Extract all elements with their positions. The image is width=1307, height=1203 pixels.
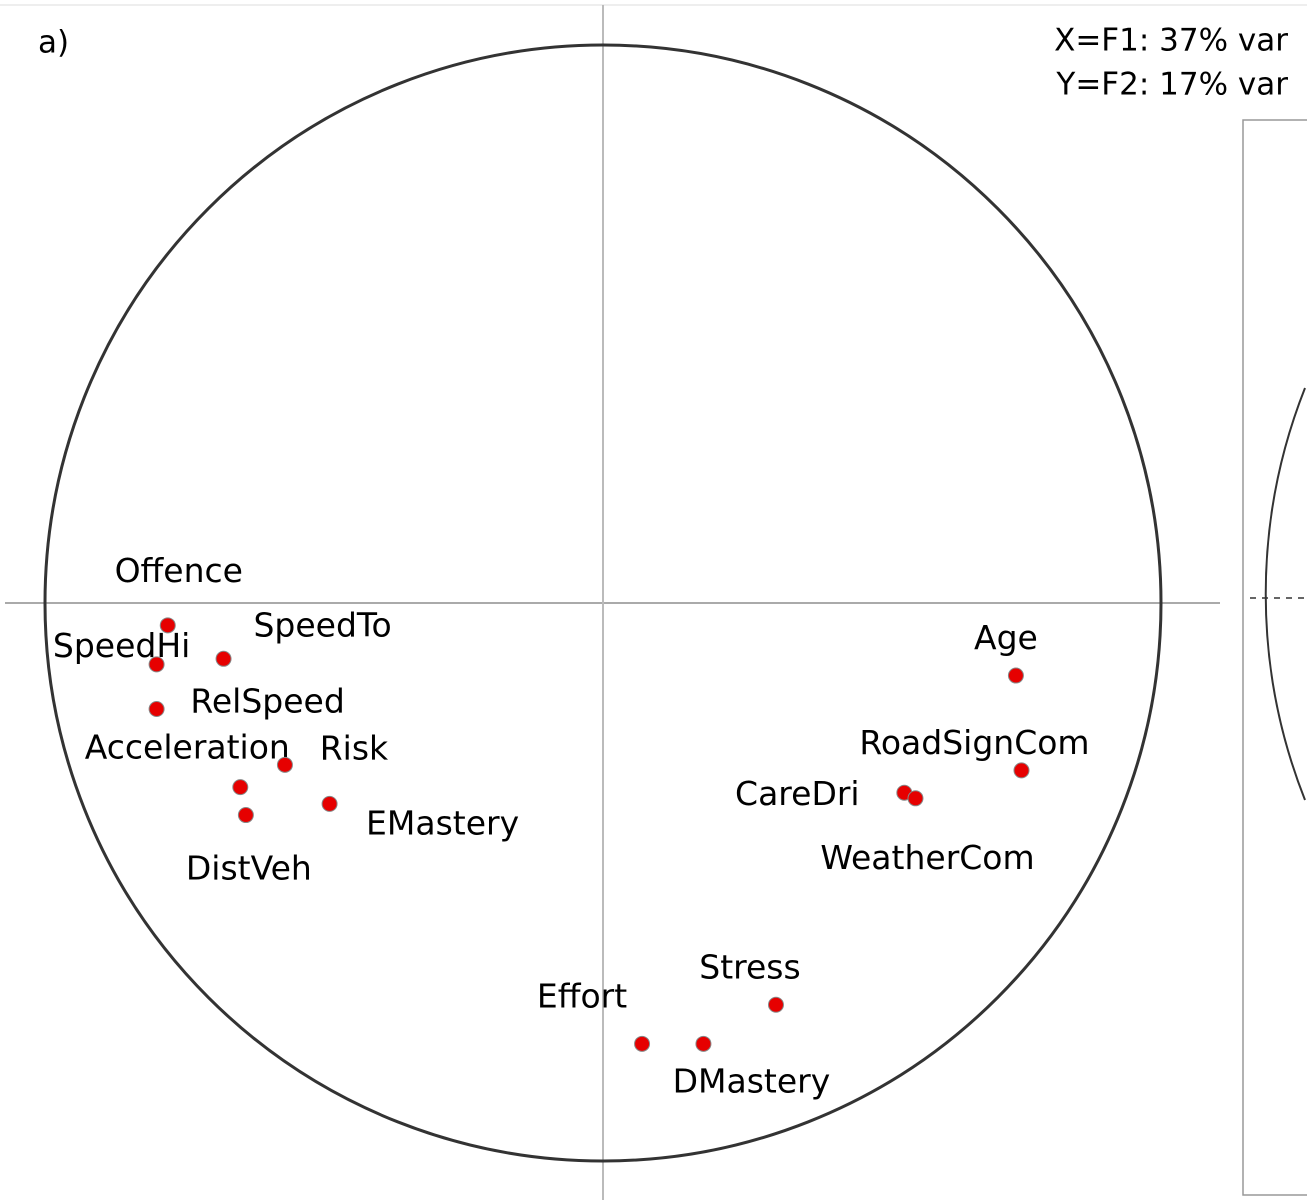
- point-label: RoadSignCom: [859, 723, 1089, 762]
- point: [1013, 762, 1030, 779]
- point: [148, 656, 165, 673]
- point: [321, 795, 338, 812]
- point: [767, 996, 784, 1013]
- point-label: SpeedTo: [253, 605, 391, 644]
- point: [634, 1035, 651, 1052]
- point: [276, 756, 293, 773]
- point-label: CareDri: [735, 774, 860, 813]
- point-label: Offence: [115, 551, 243, 590]
- point-label: Age: [974, 618, 1038, 657]
- point: [215, 650, 232, 667]
- point-label: Acceleration: [85, 728, 290, 767]
- next-panel-circle: [1264, 387, 1306, 801]
- point: [1007, 667, 1024, 684]
- point: [695, 1035, 712, 1052]
- point-label: WeatherCom: [820, 838, 1034, 877]
- point: [148, 701, 165, 718]
- point: [232, 779, 249, 796]
- point-label: DMastery: [673, 1061, 831, 1100]
- point-label: RelSpeed: [190, 682, 344, 721]
- annotation: X=F1: 37% var: [1054, 23, 1288, 59]
- next-panel-frame: [1242, 119, 1307, 1196]
- annotation: Y=F2: 17% var: [1055, 67, 1288, 103]
- point: [159, 617, 176, 634]
- point-label: Stress: [699, 947, 800, 986]
- point-label: DistVeh: [186, 849, 312, 888]
- point: [237, 807, 254, 824]
- point-label: Effort: [537, 976, 627, 1015]
- point-label: EMastery: [366, 803, 519, 842]
- point: [907, 790, 924, 807]
- point-label: Risk: [320, 728, 389, 767]
- panel-label: a): [38, 25, 69, 61]
- correlation-circle: [43, 43, 1163, 1163]
